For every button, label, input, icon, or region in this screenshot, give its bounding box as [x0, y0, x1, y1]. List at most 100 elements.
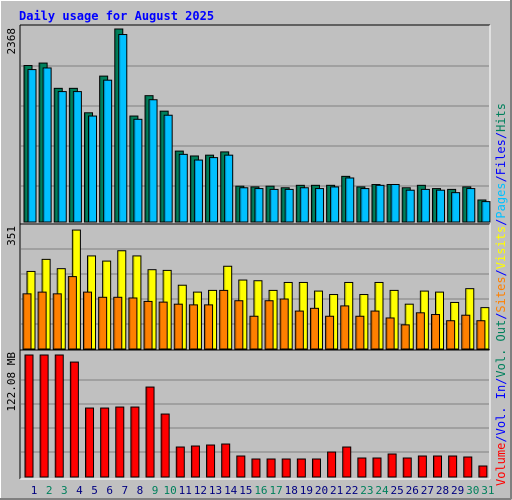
sites-bar: [294, 310, 304, 350]
sites-bar: [128, 297, 138, 350]
volume-bar: [190, 445, 200, 478]
day-label: 3: [61, 484, 68, 497]
day-axis-labels: 1 2 3 4 5 6 7 8 9 10 11 12 13 14 15 16 17 18 19 20 21 22 23 24 2…: [31, 484, 495, 497]
files-bar: [27, 69, 37, 223]
volume-bar: [296, 458, 306, 478]
visits-axis-max-label: 351: [5, 226, 18, 246]
volume-bar: [417, 455, 427, 478]
files-bar: [420, 188, 430, 223]
legend-entry: /: [494, 435, 508, 442]
volume-bar: [372, 457, 382, 478]
day-label: 15: [239, 484, 252, 497]
day-label: 24: [375, 484, 389, 497]
volume-bar: [463, 456, 473, 478]
sites-bar: [264, 300, 274, 350]
sites-bar: [219, 289, 229, 350]
volume-bar: [69, 361, 79, 478]
day-label: 5: [91, 484, 98, 497]
sites-bar: [309, 307, 319, 350]
day-label: 4: [76, 484, 83, 497]
sites-bar: [415, 312, 425, 350]
day-label: 12: [194, 484, 207, 497]
files-bar: [193, 159, 203, 223]
files-bar: [163, 114, 173, 223]
volume-bar: [478, 465, 488, 478]
sites-bar: [325, 315, 335, 350]
day-label: 22: [345, 484, 358, 497]
sites-bar: [188, 304, 198, 350]
day-label: 16: [254, 484, 267, 497]
volume-bar: [145, 386, 155, 478]
files-bar: [451, 192, 461, 223]
files-bar: [133, 118, 143, 223]
volume-bar: [24, 354, 34, 478]
sites-bar: [113, 296, 123, 350]
legend-entry: /: [494, 378, 508, 385]
files-bar: [103, 79, 113, 223]
files-bar: [330, 186, 340, 223]
files-bar: [209, 157, 219, 223]
volume-bar: [433, 455, 443, 478]
legend-entry: /: [494, 313, 508, 320]
sites-bar: [234, 300, 244, 350]
day-label: 31: [481, 484, 494, 497]
files-bar: [436, 189, 446, 223]
sites-bar: [249, 315, 259, 350]
day-label: 29: [451, 484, 464, 497]
sites-bar: [67, 276, 77, 350]
files-bar: [178, 153, 188, 223]
files-bar: [466, 188, 476, 223]
sites-bar: [98, 296, 108, 350]
files-bar: [269, 188, 279, 223]
volume-bar: [448, 455, 458, 478]
series-legend: Volume/Vol. In/Vol. Out/Sites/Visits/Pag…: [494, 103, 508, 486]
day-label: 27: [421, 484, 434, 497]
legend-entry: Vol. Out: [494, 320, 508, 378]
files-bar: [314, 188, 324, 223]
sites-bar: [143, 300, 153, 350]
files-bar: [375, 184, 385, 223]
files-bar: [254, 188, 264, 223]
volume-bar: [251, 458, 261, 478]
legend-entry: Files: [494, 139, 508, 175]
day-label: 19: [300, 484, 313, 497]
sites-bar: [52, 293, 62, 350]
legend-entry: Vol. In: [494, 385, 508, 436]
day-label: 14: [224, 484, 238, 497]
legend-entry: /: [494, 132, 508, 139]
files-bar: [299, 187, 309, 223]
day-label: 6: [106, 484, 113, 497]
day-label: 21: [330, 484, 343, 497]
sites-bar: [431, 314, 441, 350]
legend-entry: Visits: [494, 226, 508, 269]
day-label: 7: [121, 484, 128, 497]
sites-bar: [385, 317, 395, 350]
volume-bar: [266, 458, 276, 478]
files-bar: [405, 189, 415, 223]
day-label: 13: [209, 484, 222, 497]
visits-sites-panel: [19, 223, 491, 351]
volume-bar: [85, 407, 95, 478]
volume-bar: [387, 453, 397, 478]
files-bar: [57, 91, 67, 223]
volume-panel: [19, 349, 491, 480]
files-bar: [118, 34, 128, 223]
hits-axis-max-label: 2368: [5, 28, 18, 55]
files-bar: [88, 115, 98, 223]
day-label: 28: [436, 484, 449, 497]
sites-bar: [355, 315, 365, 350]
volume-bar: [311, 458, 321, 478]
sites-bar: [370, 310, 380, 350]
sites-bar: [83, 291, 93, 350]
volume-bar: [100, 407, 110, 478]
day-label: 30: [466, 484, 479, 497]
volume-bar: [206, 444, 216, 478]
day-label: 26: [406, 484, 419, 497]
day-label: 20: [315, 484, 328, 497]
volume-bar: [342, 446, 352, 478]
volume-bar: [402, 457, 412, 478]
volume-bar: [327, 451, 337, 478]
sites-bar: [400, 324, 410, 350]
legend-entry: Sites: [494, 276, 508, 312]
